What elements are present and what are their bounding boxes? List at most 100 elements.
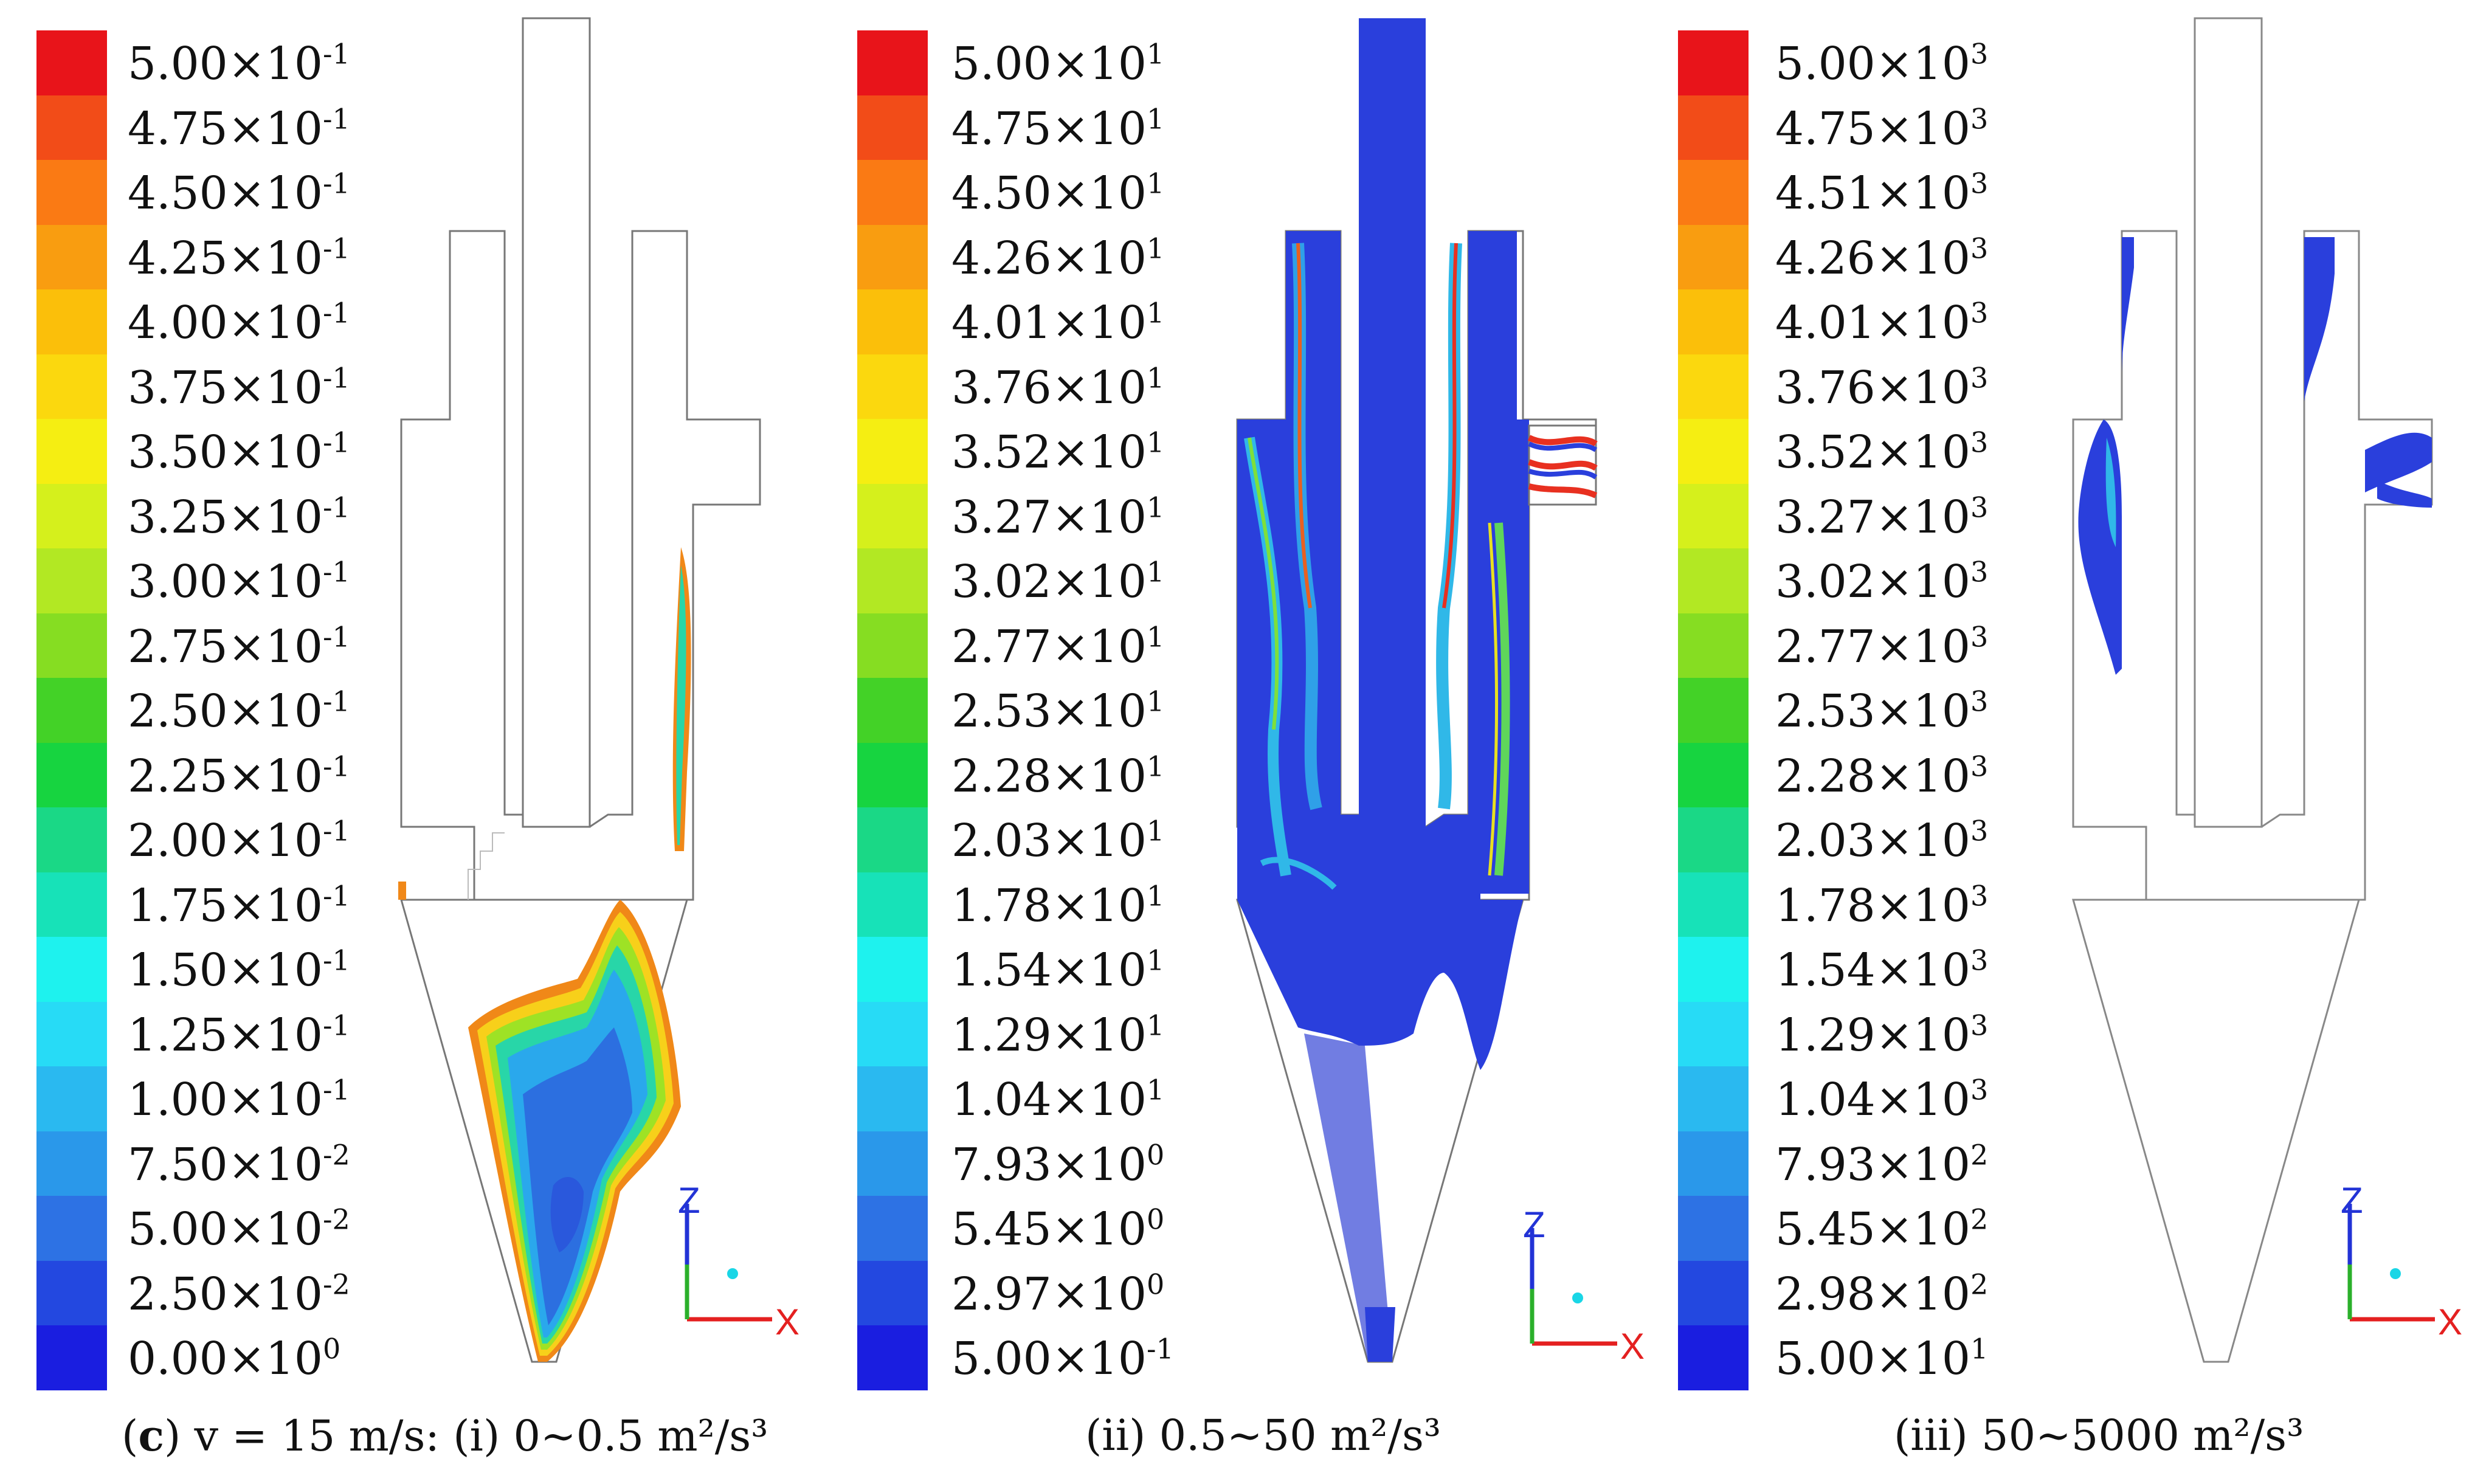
- colorbar-tick-label: 4.26×101: [951, 231, 1165, 285]
- axis-z-label-iii: Z: [2341, 1180, 2363, 1221]
- colorbar-tick-label: 2.25×10-1: [128, 749, 350, 802]
- colorbar-tick-label: 4.25×10-1: [128, 231, 350, 285]
- colorbar-segment: [36, 354, 107, 419]
- colorbar-segment: [1678, 224, 1749, 289]
- colorbar-segment: [1678, 1196, 1749, 1261]
- colorbar-tick-label: 3.00×10-1: [128, 555, 350, 608]
- caption-iii: (iii) 50~5000 m²/s³: [1894, 1410, 2304, 1460]
- colorbar-segment: [36, 872, 107, 937]
- colorbar-segment: [1678, 548, 1749, 613]
- colorbar-tick-label: 2.50×10-1: [128, 685, 350, 737]
- colorbar-segment: [36, 1001, 107, 1066]
- colorbar-segment: [1678, 1001, 1749, 1066]
- colorbar-segment: [1678, 1260, 1749, 1325]
- colorbar-tick-label: 2.28×101: [951, 749, 1165, 802]
- colorbar-tick-label: 3.50×10-1: [128, 426, 350, 478]
- caption-text-ii: (ii) 0.5~50 m²/s³: [1085, 1410, 1441, 1460]
- colorbar-segment: [857, 937, 928, 1002]
- colorbar-tick-label: 1.54×101: [951, 944, 1165, 996]
- colorbar-segment: [857, 807, 928, 872]
- colorbar-segment: [1678, 1131, 1749, 1196]
- colorbar-tick-label: 5.00×101: [951, 37, 1165, 90]
- colorbar-tick-label: 5.45×100: [951, 1203, 1165, 1255]
- colorbar-tick-label: 0.00×100: [128, 1332, 341, 1385]
- colorbar-tick-label: 1.00×10-1: [128, 1073, 350, 1126]
- axis-z-label-ii: Z: [1523, 1204, 1545, 1245]
- panel-i: Z X (c) v = 15 m/s: (i) 0~0.5 m²/s³ 5.00…: [0, 0, 824, 1461]
- axis-x-label-i: X: [775, 1302, 799, 1342]
- cyclone-contour-ii: Z X: [1236, 18, 1645, 1367]
- colorbar-segment: [857, 1001, 928, 1066]
- colorbar-tick-label: 3.02×101: [951, 555, 1165, 608]
- colorbar-tick-label: 1.50×10-1: [128, 944, 350, 996]
- colorbar-tick-label: 2.28×103: [1775, 749, 1989, 802]
- colorbar-segment: [857, 678, 928, 743]
- colorbar-tick-label: 2.77×101: [951, 619, 1165, 673]
- colorbar-tick-label: 3.52×103: [1775, 426, 1989, 478]
- colorbar-segment: [36, 937, 107, 1002]
- colorbar-tick-label: 2.98×102: [1775, 1267, 1989, 1320]
- colorbar-tick-label: 5.00×10-1: [951, 1332, 1174, 1385]
- colorbar-segment: [36, 483, 107, 548]
- colorbar-segment: [857, 742, 928, 807]
- colorbar-tick-label: 3.75×10-1: [128, 361, 350, 414]
- colorbar-tick-label: 1.04×101: [951, 1073, 1165, 1126]
- caption-text-iii: (iii) 50~5000 m²/s³: [1894, 1410, 2304, 1460]
- colorbar-segment: [36, 1196, 107, 1261]
- colorbar-segment: [36, 548, 107, 613]
- colorbar-segment: [857, 224, 928, 289]
- caption-text-i: v = 15 m/s: (i) 0~0.5 m²/s³: [194, 1411, 768, 1461]
- colorbar-tick-label: 4.75×10-1: [128, 102, 350, 155]
- colorbar-tick-label: 4.75×103: [1775, 102, 1989, 155]
- colorbar-tick-label: 1.29×101: [951, 1008, 1165, 1061]
- colorbar-segment: [857, 289, 928, 354]
- colorbar-segment: [1678, 937, 1749, 1002]
- colorbar-tick-label: 7.93×100: [951, 1137, 1165, 1191]
- colorbar-tick-label: 5.00×10-1: [128, 37, 350, 90]
- colorbar-tick-label: 3.02×103: [1775, 555, 1989, 608]
- panel-ii: Z X (ii) 0.5~50 m²/s³ 5.00×101 4.75×101 4.…: [824, 0, 1648, 1460]
- colorbar-segment: [857, 30, 928, 95]
- colorbar-tick-label: 4.50×101: [951, 167, 1165, 219]
- colorbar-segment: [1678, 807, 1749, 872]
- axis-x-label-ii: X: [1620, 1326, 1645, 1367]
- colorbar-segment: [857, 354, 928, 419]
- colorbar-tick-label: 1.54×103: [1775, 944, 1989, 996]
- colorbar-tick-label: 5.45×102: [1775, 1203, 1989, 1255]
- colorbar-tick-label: 4.26×103: [1775, 231, 1989, 285]
- colorbar-tick-label: 2.53×103: [1775, 685, 1989, 737]
- colorbar-tick-label: 4.50×10-1: [128, 167, 350, 219]
- colorbar-tick-label: 3.76×101: [951, 361, 1165, 414]
- colorbar-segment: [1678, 419, 1749, 484]
- colorbar-segment: [1678, 160, 1749, 225]
- colorbar-segment: [36, 678, 107, 743]
- colorbar-segment: [1678, 95, 1749, 160]
- colorbar-i: [36, 30, 107, 1390]
- caption-ii: (ii) 0.5~50 m²/s³: [1085, 1410, 1441, 1460]
- colorbar-tick-label: 1.25×10-1: [128, 1008, 350, 1061]
- colorbar-tick-label: 3.76×103: [1775, 361, 1989, 414]
- colorbar-segment: [36, 289, 107, 354]
- colorbar-segment: [857, 872, 928, 937]
- colorbar-segment: [857, 1196, 928, 1261]
- colorbar-tick-label: 4.01×103: [1775, 296, 1989, 349]
- colorbar-tick-label: 2.97×100: [951, 1267, 1165, 1320]
- colorbar-segment: [1678, 613, 1749, 678]
- colorbar-tick-label: 4.51×103: [1775, 167, 1989, 219]
- colorbar-tick-label: 2.53×101: [951, 685, 1165, 737]
- colorbar-tick-label: 1.75×10-1: [128, 878, 350, 932]
- colorbar-segment: [857, 1260, 928, 1325]
- colorbar-tick-label: 4.01×101: [951, 296, 1165, 349]
- colorbar-segment: [857, 613, 928, 678]
- colorbar-segment: [857, 419, 928, 484]
- colorbar-tick-label: 2.75×10-1: [128, 619, 350, 673]
- caption-i: (c) v = 15 m/s: (i) 0~0.5 m²/s³: [122, 1410, 768, 1461]
- colorbar-tick-label: 2.03×101: [951, 814, 1165, 867]
- colorbar-segment: [857, 548, 928, 613]
- colorbar-segment: [1678, 872, 1749, 937]
- caption-panel-letter: c: [138, 1410, 164, 1461]
- colorbar-tick-label: 1.78×101: [951, 878, 1165, 932]
- axis-z-label-i: Z: [678, 1180, 700, 1221]
- colorbar-tick-label: 7.93×102: [1775, 1137, 1989, 1191]
- colorbar-segment: [36, 613, 107, 678]
